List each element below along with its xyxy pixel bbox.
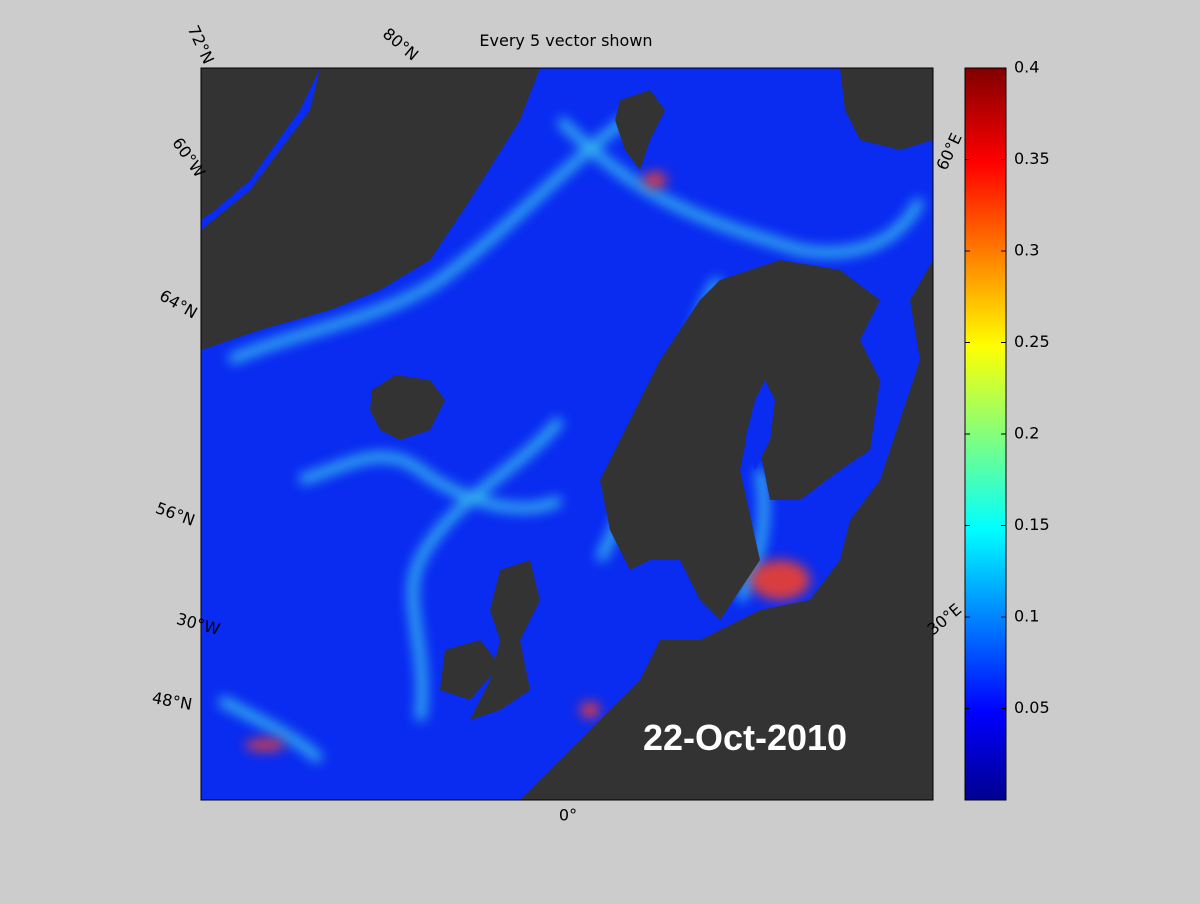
land bbox=[201, 68, 933, 800]
colorbar-tick-label: 0.15 bbox=[1014, 515, 1050, 534]
map-frame bbox=[200, 67, 934, 801]
map-title: Every 5 vector shown bbox=[479, 31, 652, 50]
colorbar bbox=[964, 67, 1007, 801]
colorbar-tick-label: 0.1 bbox=[1014, 607, 1039, 626]
colorbar-tick-label: 0.2 bbox=[1014, 424, 1039, 443]
colorbar-tick-label: 0.25 bbox=[1014, 332, 1050, 351]
grid-label: 0° bbox=[559, 806, 577, 825]
colorbar-tick-label: 0.3 bbox=[1014, 241, 1039, 260]
colorbar-tick-label: 0.05 bbox=[1014, 698, 1050, 717]
date-label: 22-Oct-2010 bbox=[643, 717, 847, 758]
colorbar-tick-label: 0.35 bbox=[1014, 149, 1050, 168]
map bbox=[201, 68, 933, 800]
hotspots bbox=[245, 172, 810, 751]
colorbar-tick-label: 0.4 bbox=[1014, 58, 1039, 77]
